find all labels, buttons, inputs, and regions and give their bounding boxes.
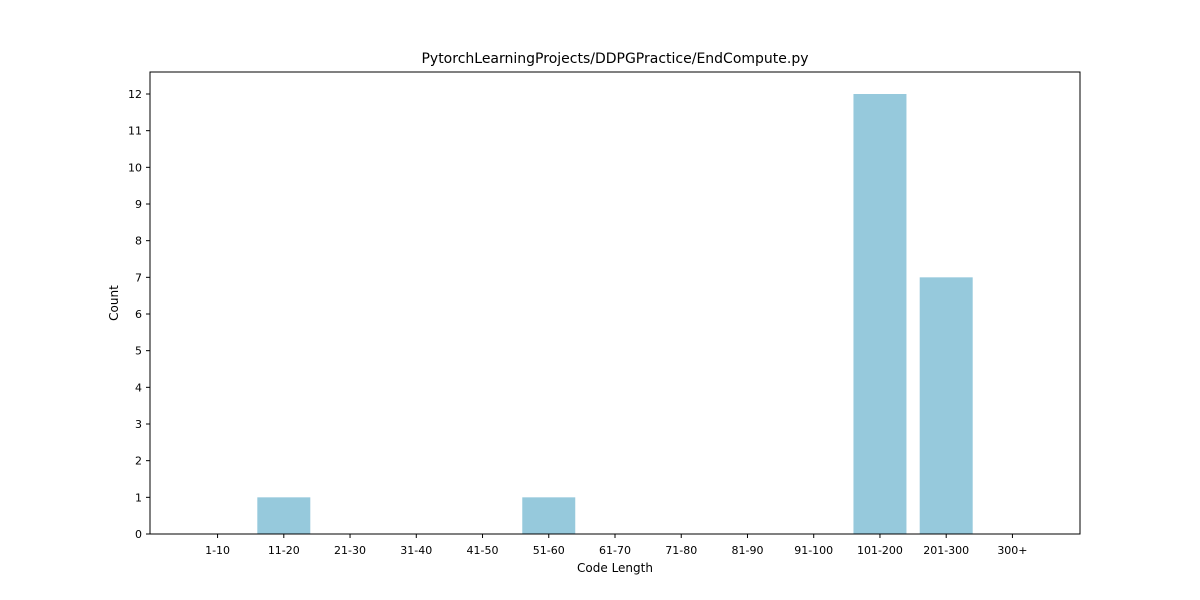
bar-201-300 — [919, 277, 973, 534]
chart-title: PytorchLearningProjects/DDPGPractice/End… — [421, 51, 808, 67]
bar-11-20 — [257, 497, 311, 534]
x-tick-label: 11-20 — [268, 544, 300, 557]
y-axis-label: Count — [107, 285, 121, 321]
x-axis-ticks: 1-10 11-20 21-30 31-40 41-50 51-60 61-70 71-80 8… — [205, 534, 1028, 557]
x-tick-label: 51-60 — [533, 544, 565, 557]
y-tick-label: 10 — [128, 161, 142, 174]
x-tick-label: 61-70 — [599, 544, 631, 557]
bar-101-200 — [853, 94, 907, 534]
y-tick-label: 2 — [135, 455, 142, 468]
x-tick-label: 101-200 — [857, 544, 903, 557]
y-tick-label: 12 — [128, 88, 142, 101]
x-axis-label: Code Length — [577, 561, 653, 575]
y-tick-label: 6 — [135, 308, 142, 321]
y-tick-label: 9 — [135, 198, 142, 211]
x-tick-label: 1-10 — [205, 544, 230, 557]
bars-group — [257, 94, 973, 534]
x-tick-label: 81-90 — [731, 544, 763, 557]
y-tick-label: 11 — [128, 125, 142, 138]
x-tick-label: 41-50 — [467, 544, 499, 557]
y-tick-label: 5 — [135, 345, 142, 358]
x-tick-label: 91-100 — [794, 544, 833, 557]
y-tick-label: 0 — [135, 528, 142, 541]
plot-frame — [149, 71, 1081, 535]
y-tick-label: 8 — [135, 235, 142, 248]
x-tick-label: 201-300 — [923, 544, 969, 557]
x-tick-label: 300+ — [997, 544, 1027, 557]
y-tick-label: 3 — [135, 418, 142, 431]
y-tick-label: 1 — [135, 491, 142, 504]
x-tick-label: 71-80 — [665, 544, 697, 557]
y-tick-label: 4 — [135, 381, 142, 394]
x-tick-label: 21-30 — [334, 544, 366, 557]
bar-51-60 — [522, 497, 576, 534]
x-tick-label: 31-40 — [400, 544, 432, 557]
y-tick-label: 7 — [135, 271, 142, 284]
